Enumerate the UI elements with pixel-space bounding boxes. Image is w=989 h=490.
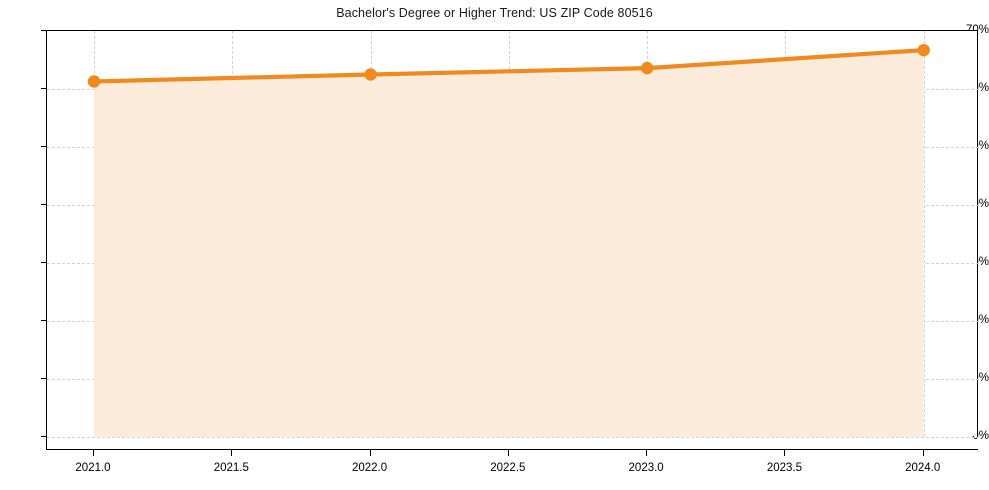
x-axis-tick-label: 2021.5 xyxy=(213,462,249,474)
gridline-horizontal xyxy=(47,437,979,438)
data-point-marker xyxy=(917,43,930,57)
plot-area xyxy=(46,30,979,438)
y-axis-tick-mark xyxy=(41,378,46,379)
x-axis-tick-label: 2023.0 xyxy=(628,462,664,474)
data-point-marker xyxy=(640,61,654,75)
data-point-marker xyxy=(87,75,101,88)
x-axis-tick-label: 2022.0 xyxy=(351,462,388,474)
y-axis-tick-mark xyxy=(41,320,46,321)
x-axis-tick-label: 2022.5 xyxy=(490,462,526,474)
x-axis-tick-label: 2021.0 xyxy=(75,462,111,474)
y-axis-tick-mark xyxy=(41,436,46,437)
x-axis-tick-mark xyxy=(646,450,648,456)
x-axis-tick-label: 2024.0 xyxy=(905,462,941,474)
y-axis-line-lower xyxy=(46,436,47,450)
x-axis-tick-mark xyxy=(93,450,94,456)
x-axis-tick-mark xyxy=(922,450,924,456)
data-series-layer xyxy=(87,43,930,437)
data-point-marker xyxy=(364,68,377,81)
y-axis-tick-mark xyxy=(41,30,46,31)
x-axis-tick-mark xyxy=(784,450,786,456)
x-axis-line xyxy=(46,449,978,450)
chart-title: Bachelor's Degree or Higher Trend: US ZI… xyxy=(336,6,653,20)
x-axis-tick-label: 2023.5 xyxy=(766,462,802,474)
x-axis-tick-mark xyxy=(507,450,509,456)
y-axis-tick-mark xyxy=(41,262,46,263)
y-axis-tick-mark xyxy=(41,88,46,89)
gridline-vertical xyxy=(923,31,925,437)
x-axis-tick-mark xyxy=(369,450,371,456)
trend-line xyxy=(91,48,926,84)
area-fill xyxy=(94,50,924,437)
y-axis-tick-mark xyxy=(41,204,46,205)
y-axis-tick-mark xyxy=(41,146,46,147)
x-axis-tick-mark xyxy=(231,450,233,456)
